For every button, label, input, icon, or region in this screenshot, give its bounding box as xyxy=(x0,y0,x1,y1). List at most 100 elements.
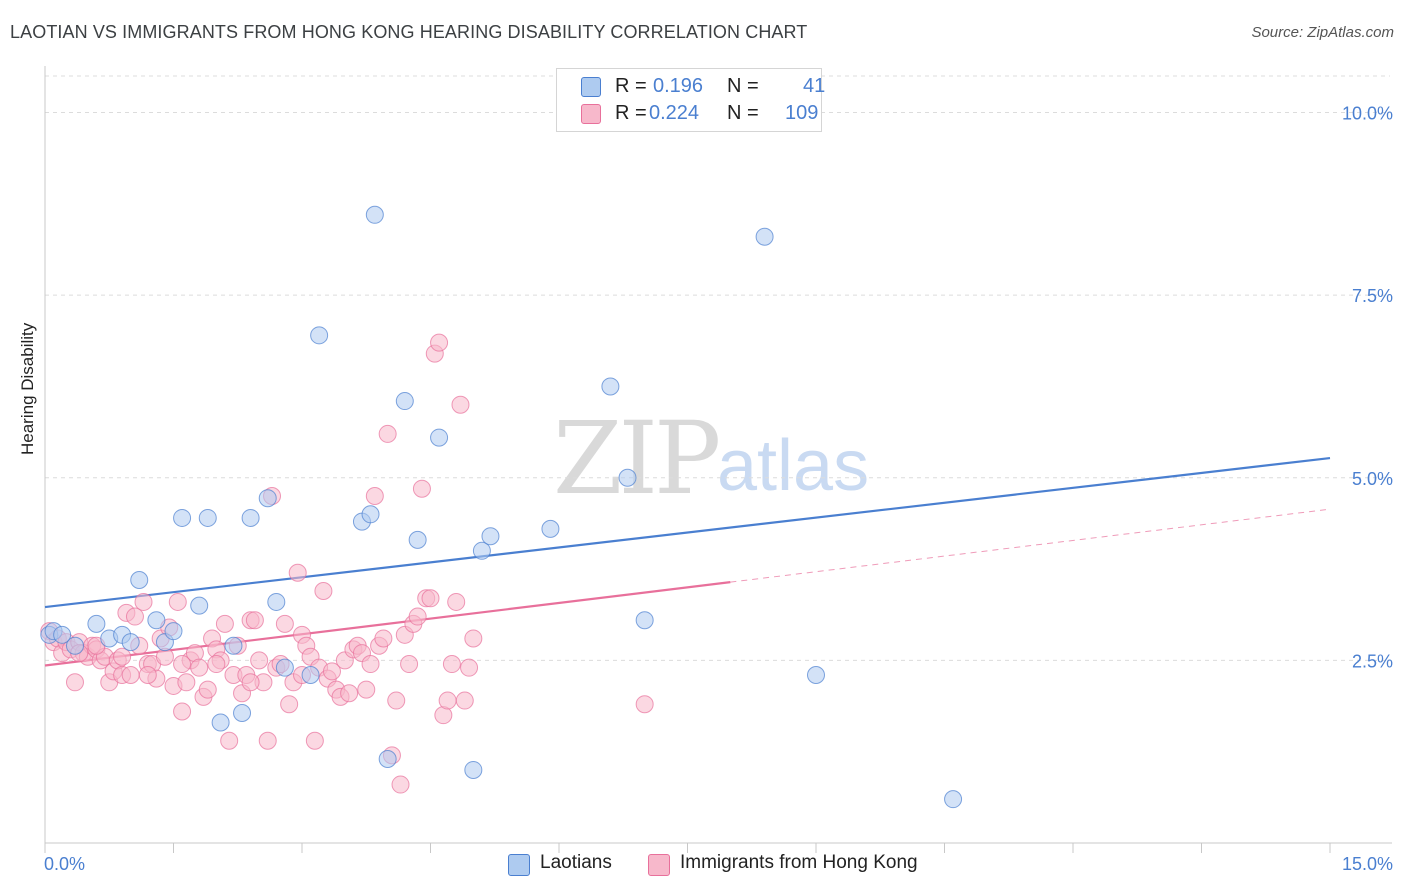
legend-n-value: 109 xyxy=(785,102,819,124)
laotian-point xyxy=(53,625,72,644)
laotian-point xyxy=(241,508,260,527)
laotian-point xyxy=(233,703,252,722)
laotian-point xyxy=(618,468,637,487)
hong-kong-point xyxy=(134,592,153,611)
hong-kong-point xyxy=(412,479,431,498)
tick-labels: 2.5% 5.0% 7.5% 10.0% 0.0% 15.0% xyxy=(44,104,1393,874)
hong-kong-point xyxy=(125,607,144,626)
watermark-atlas: atlas xyxy=(717,426,870,506)
hong-kong-point xyxy=(138,665,157,684)
y-tick-label: 7.5% xyxy=(1352,286,1393,306)
bottom-legend-swatch-laotians xyxy=(508,854,530,876)
laotian-point xyxy=(361,505,380,524)
hong-kong-point xyxy=(438,691,457,710)
hong-kong-point xyxy=(430,333,449,352)
hong-kong-point xyxy=(378,424,397,443)
hong-kong-point xyxy=(173,655,192,674)
laotian-point xyxy=(224,636,243,655)
legend-r-value: 0.224 xyxy=(649,102,700,124)
hong-kong-point xyxy=(305,731,324,750)
hong-kong-point xyxy=(421,589,440,608)
trend-lines xyxy=(44,456,1331,667)
legend-r-label: R = xyxy=(615,75,647,97)
y-tick-label: 2.5% xyxy=(1352,651,1393,671)
hong-kong-point xyxy=(391,775,410,794)
laotian-point xyxy=(472,541,491,560)
hong-kong-point xyxy=(314,581,333,600)
hong-kong-point xyxy=(374,629,393,648)
laotian-point xyxy=(121,633,140,652)
laotian-point xyxy=(65,636,84,655)
laotian-point xyxy=(211,713,230,732)
laotian-point xyxy=(147,611,166,630)
hong-kong-point xyxy=(275,614,294,633)
laotian-point xyxy=(481,527,500,546)
hong-kong-point xyxy=(250,651,269,670)
laotian-point xyxy=(87,614,106,633)
bottom-legend-label: Laotians xyxy=(540,852,612,873)
axes xyxy=(44,66,1392,853)
hong-kong-point xyxy=(121,665,140,684)
chart-title: LAOTIAN VS IMMIGRANTS FROM HONG KONG HEA… xyxy=(10,22,808,42)
laotian-point xyxy=(267,592,286,611)
hong-kong-point xyxy=(387,691,406,710)
laotian-trend-line xyxy=(44,456,1331,609)
laotian-point xyxy=(944,790,963,809)
y-tick-label: 5.0% xyxy=(1352,469,1393,489)
hong-kong-point xyxy=(280,695,299,714)
legend-n-label: N = xyxy=(727,75,759,97)
hong-kong-point xyxy=(408,607,427,626)
hong-kong-point xyxy=(198,680,217,699)
hong-kong-point xyxy=(258,731,277,750)
hong-kong-point xyxy=(288,563,307,582)
hong-kong-point xyxy=(245,611,264,630)
legend-r-label: R = xyxy=(615,102,647,124)
laotian-point xyxy=(164,622,183,641)
laotian-point xyxy=(258,489,277,508)
laotian-point xyxy=(601,377,620,396)
legend-r-value: 0.196 xyxy=(653,75,704,97)
hong-kong-point xyxy=(635,695,654,714)
hong-kong-point xyxy=(168,592,187,611)
hong-kong-point xyxy=(455,691,474,710)
laotian-point xyxy=(395,392,414,411)
gridlines xyxy=(45,75,1390,661)
laotian-point xyxy=(365,205,384,224)
hong-kong-point xyxy=(361,655,380,674)
x-tick-label: 0.0% xyxy=(44,854,85,874)
hong-kong-point xyxy=(447,592,466,611)
laotian-point xyxy=(635,611,654,630)
laotian-point xyxy=(275,658,294,677)
hong-kong-point xyxy=(322,662,341,681)
hong-kong-point xyxy=(340,684,359,703)
laotian-point xyxy=(464,760,483,779)
source-credit: Source: ZipAtlas.com xyxy=(1251,24,1394,41)
laotian-point xyxy=(807,665,825,684)
hong-kong-point xyxy=(400,655,419,674)
watermark-zip: ZIP xyxy=(553,400,721,517)
hong-kong-point xyxy=(207,655,226,674)
laotian-point xyxy=(301,665,320,684)
laotian-point xyxy=(755,227,774,246)
legend-n-value: 41 xyxy=(803,75,826,97)
laotian-point xyxy=(378,749,397,768)
laotian-point xyxy=(541,519,560,538)
hong-kong-trend-line-extension xyxy=(730,508,1331,583)
laotian-point xyxy=(408,530,427,549)
hong-kong-point xyxy=(177,673,196,692)
hong-kong-point xyxy=(464,629,483,648)
y-tick-label: 10.0% xyxy=(1342,104,1393,124)
hong-kong-point xyxy=(241,673,260,692)
hong-kong-point xyxy=(451,395,470,414)
laotian-point xyxy=(173,508,192,527)
laotian-point xyxy=(190,596,209,615)
laotian-point xyxy=(430,428,449,447)
bottom-legend-swatch-hong-kong xyxy=(648,854,670,876)
laotian-point xyxy=(198,508,217,527)
hong-kong-point xyxy=(460,658,479,677)
hong-kong-point xyxy=(113,647,132,666)
x-tick-label: 15.0% xyxy=(1342,854,1393,874)
hong-kong-point xyxy=(65,673,84,692)
hong-kong-point xyxy=(190,658,209,677)
